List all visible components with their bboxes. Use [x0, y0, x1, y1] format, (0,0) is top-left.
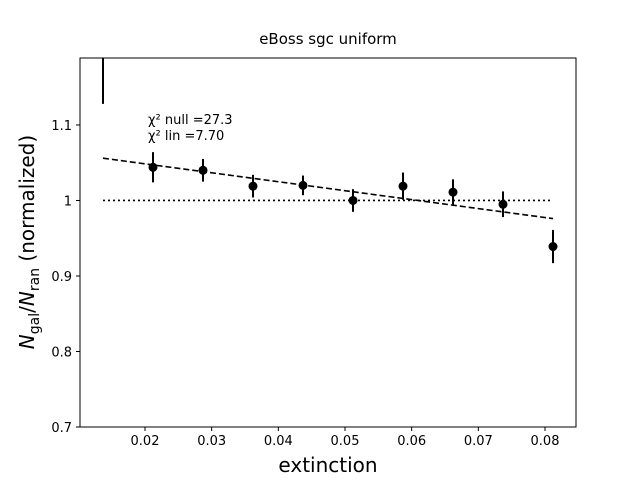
x-axis-label: extinction: [278, 453, 377, 477]
x-tick-label: 0.07: [464, 434, 493, 449]
data-point: [148, 162, 158, 172]
data-point: [198, 165, 208, 175]
y-label-part: N: [15, 334, 39, 349]
plot-frame: [79, 57, 577, 428]
y-tick-label: 0.9: [51, 270, 72, 285]
x-tick-label: 0.04: [264, 434, 293, 449]
y-label-part: ran: [27, 268, 43, 291]
data-point: [298, 180, 308, 190]
chart-title: eBoss sgc uniform: [259, 30, 397, 48]
annotation: χ² lin =7.70: [148, 129, 224, 144]
data-point: [548, 242, 558, 252]
plot-area: [99, 7, 558, 264]
data-point: [99, 7, 108, 16]
y-label-part: (normalized): [15, 135, 39, 268]
data-point: [398, 181, 408, 191]
x-tick-label: 0.06: [397, 434, 426, 449]
x-tick-label: 0.05: [331, 434, 360, 449]
data-point: [348, 195, 358, 205]
data-point: [248, 181, 258, 191]
y-label-part: /: [15, 306, 39, 313]
x-tick-label: 0.08: [531, 434, 560, 449]
y-tick-label: 0.8: [51, 345, 72, 360]
y-label-part: N: [15, 291, 39, 306]
y-tick-label: 1: [64, 194, 72, 209]
annotation: χ² null =27.3: [148, 113, 233, 128]
y-tick-label: 1.1: [51, 119, 72, 134]
x-tick-label: 0.02: [131, 434, 160, 449]
y-label-part: gal: [27, 313, 43, 334]
fit-line: [102, 157, 554, 220]
data-point: [498, 199, 508, 209]
y-axis-label: Ngal/Nran (normalized): [15, 135, 43, 349]
x-tick-label: 0.03: [197, 434, 226, 449]
data-point: [448, 187, 458, 197]
y-tick-label: 0.7: [51, 421, 72, 436]
